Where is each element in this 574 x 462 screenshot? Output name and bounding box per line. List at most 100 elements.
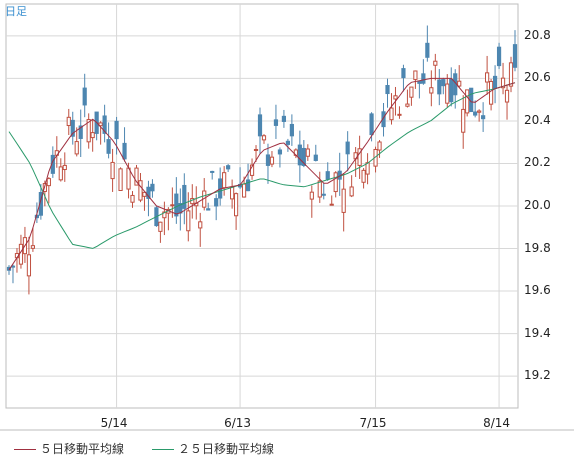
y-tick-label: 20.2 <box>524 155 551 170</box>
candle-down <box>369 113 374 136</box>
candle-down <box>206 208 211 211</box>
candle-down <box>245 179 251 192</box>
candle-down <box>325 171 330 180</box>
candle-up <box>488 80 494 105</box>
candle-up <box>62 164 67 171</box>
legend-ma5-swatch <box>14 449 36 450</box>
candle-up <box>357 148 362 166</box>
candle-down <box>277 149 283 155</box>
candle-down <box>381 111 386 128</box>
y-tick-label: 20.0 <box>524 198 551 212</box>
candle-up <box>485 72 490 83</box>
candle-down <box>289 123 294 137</box>
period-label: 日足 <box>5 5 27 18</box>
candle-down <box>285 140 290 145</box>
candle-up <box>349 186 354 197</box>
candle-up <box>269 156 275 165</box>
candle-up <box>413 70 418 80</box>
candle-up <box>253 148 259 151</box>
candle-up <box>158 221 163 232</box>
candle-down <box>449 78 454 103</box>
candle-up <box>118 168 123 192</box>
candle-down <box>174 193 179 217</box>
candle-down <box>385 85 390 95</box>
candle-up <box>361 169 366 183</box>
candle-up <box>46 178 51 187</box>
candle-up <box>409 86 414 98</box>
candle-down <box>214 198 219 207</box>
candle-up <box>317 180 322 198</box>
candle-up <box>241 183 247 198</box>
candle-up <box>110 161 115 180</box>
candle-up <box>341 188 346 213</box>
candle-up <box>26 254 32 277</box>
candle-up <box>230 186 235 200</box>
x-tick-label: 7/15 <box>359 416 387 430</box>
candle-down <box>437 79 442 95</box>
candle-up <box>477 110 482 113</box>
ma5-line <box>8 77 516 271</box>
y-tick-label: 19.2 <box>524 368 551 383</box>
candle-up <box>186 210 191 232</box>
candle-up <box>162 211 167 219</box>
candle-up <box>333 172 338 193</box>
candle-down <box>265 154 271 166</box>
x-tick-label: 8/14 <box>483 416 511 430</box>
candle-up <box>429 87 434 94</box>
candle-up <box>500 77 506 89</box>
legend-ma25-swatch <box>152 449 174 450</box>
candle-down <box>496 46 502 67</box>
candle-down <box>82 87 87 106</box>
y-tick-label: 20.8 <box>524 27 551 42</box>
candle-up <box>138 180 143 201</box>
legend-ma25: ２５日移動平均線 <box>152 440 274 457</box>
x-tick-label: 5/14 <box>100 416 128 430</box>
candle-up <box>198 221 203 229</box>
candle-up <box>30 245 36 249</box>
candle-down <box>146 186 151 199</box>
legend-ma5-label: ５日移動平均線 <box>40 442 125 456</box>
candle-up <box>508 62 514 87</box>
candle-up <box>134 167 139 186</box>
candle-down <box>114 120 119 140</box>
candle-down <box>6 266 12 271</box>
candle-up <box>377 141 382 151</box>
candle-up <box>504 89 510 103</box>
candle-up <box>234 193 239 217</box>
candle-up <box>130 194 135 203</box>
candle-up <box>393 95 398 100</box>
candle-up <box>457 80 462 87</box>
candle-down <box>512 44 518 68</box>
candle-down <box>481 115 486 120</box>
candle-down <box>257 114 263 137</box>
y-tick-label: 19.8 <box>524 240 551 255</box>
candle-down <box>401 68 406 79</box>
candle-down <box>210 170 215 173</box>
candle-up <box>86 119 91 143</box>
candle-down <box>281 115 287 122</box>
candle-up <box>126 167 131 190</box>
candle-down <box>102 115 107 134</box>
candle-up <box>445 83 450 104</box>
candle-down <box>492 75 498 89</box>
candle-up <box>74 141 79 155</box>
candle-down <box>425 42 430 58</box>
candle-up <box>405 103 410 107</box>
candle-down <box>297 144 302 166</box>
y-tick-label: 20.6 <box>524 70 551 85</box>
candle-down <box>345 141 350 155</box>
candle-up <box>58 166 63 181</box>
candle-down <box>421 73 426 84</box>
candle-up <box>433 60 438 66</box>
candle-down <box>273 119 279 126</box>
y-tick-label: 20.4 <box>524 112 551 127</box>
candle-down <box>122 142 127 160</box>
ma25-line <box>8 82 516 249</box>
candle-up <box>66 116 71 127</box>
candle-up <box>461 108 466 133</box>
candle-down <box>78 125 83 139</box>
candle-down <box>70 119 75 137</box>
legend-ma5: ５日移動平均線 <box>14 440 124 457</box>
